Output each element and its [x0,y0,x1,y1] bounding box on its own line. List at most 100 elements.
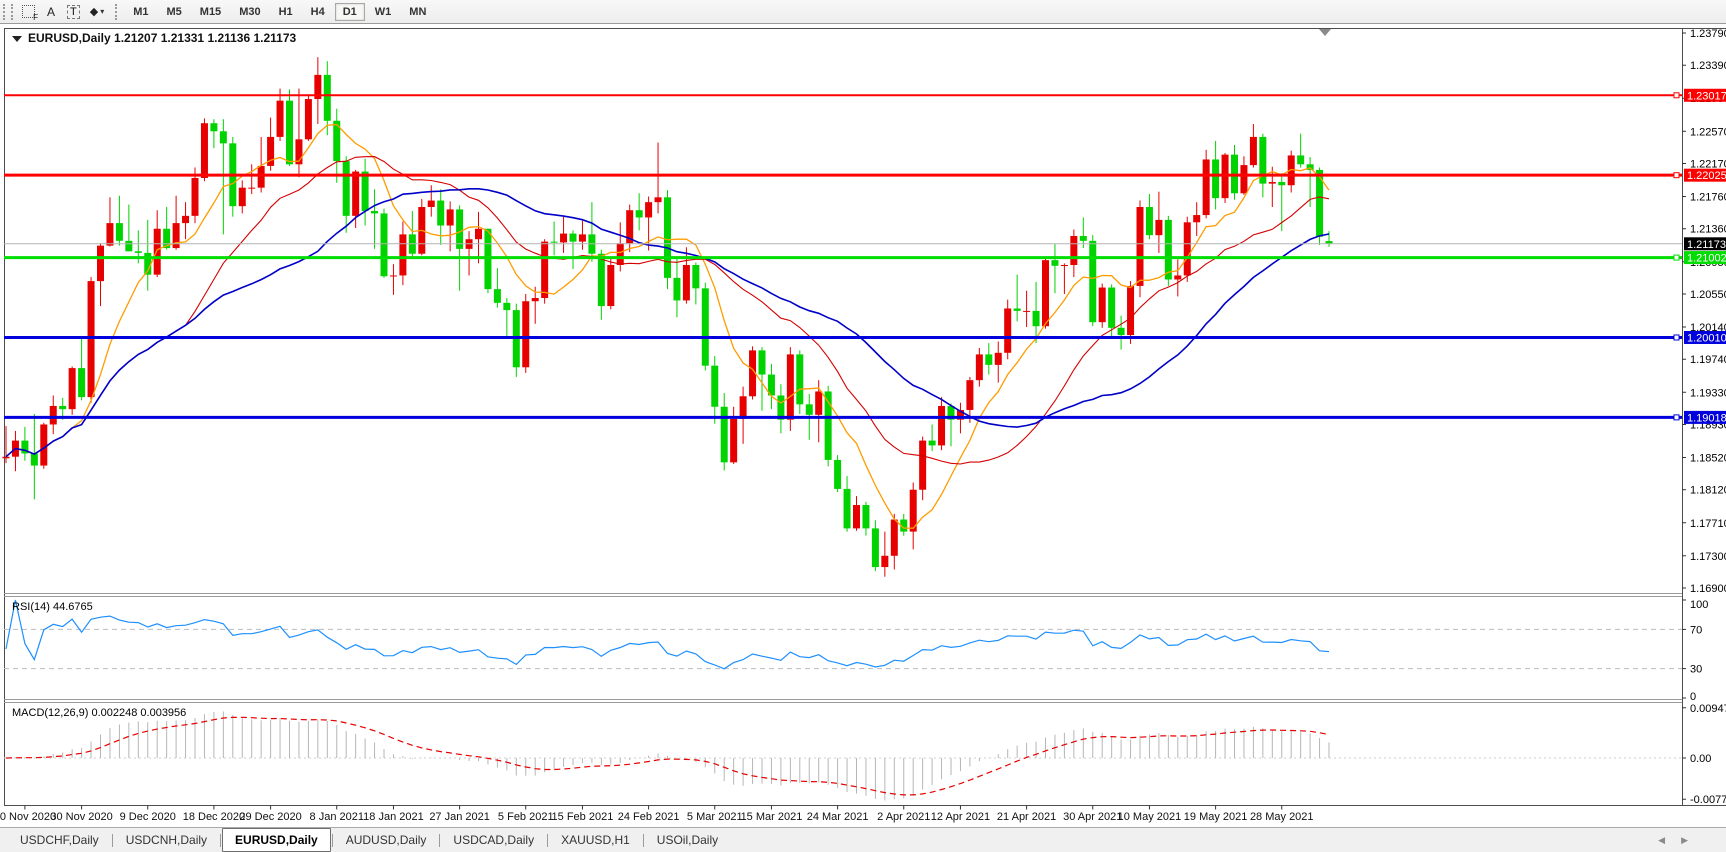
candle [219,131,227,144]
candle [938,405,946,446]
candle [144,252,152,275]
level-price-label: 1.19018 [1687,412,1726,424]
candle [1136,206,1144,286]
candle [834,459,842,489]
timeframe-button-mn[interactable]: MN [401,3,434,21]
price-axis: 1.237901.233901.229801.225701.221701.217… [1682,28,1726,595]
candle [550,241,558,243]
candle [730,418,738,463]
level-price-label-box [1684,251,1726,265]
date-tick-label: 24 Feb 2021 [618,811,680,823]
price-tick-label: 1.23390 [1690,60,1726,72]
tab-separator [331,833,333,847]
text-label-icon[interactable]: T [62,2,85,21]
timeframe-button-m5[interactable]: M5 [159,3,190,21]
timeframe-button-w1[interactable]: W1 [367,3,400,21]
candle [1259,136,1267,184]
tab-scroll-nav: ◀ ▶ [1658,828,1688,852]
rsi-tick-label: 100 [1690,599,1708,611]
candle [427,200,435,207]
timeframe-button-h1[interactable]: H1 [271,3,301,21]
hline-anchor[interactable] [1673,172,1680,179]
candle [1070,235,1078,265]
hline-anchor[interactable] [1673,254,1680,261]
candle [389,275,397,277]
hline-anchor[interactable] [1673,414,1680,421]
price-tick-label: 1.16900 [1690,583,1726,595]
candle [191,177,199,216]
candle [1023,310,1031,312]
symbol-tab-usdcad[interactable]: USDCAD,Daily [453,833,535,847]
candle [1325,241,1333,244]
date-tick-label: 21 Apr 2021 [997,811,1056,823]
candle [871,528,879,568]
candle [361,171,369,212]
candle [446,209,454,226]
chart-shift-marker[interactable] [1319,29,1331,36]
macd-histogram [14,711,1330,801]
candle [758,350,766,375]
candle [437,200,445,226]
candle [304,99,312,140]
date-tick-label: 8 Jan 2021 [310,811,364,823]
candle [909,489,917,532]
toolbar-grip[interactable] [3,3,13,20]
candle [1287,155,1295,186]
symbol-tab-audusd[interactable]: AUDUSD,Daily [345,833,427,847]
date-tick-label: 12 Apr 2021 [931,811,990,823]
candle [692,264,700,289]
candle [1212,159,1220,199]
symbol-tab-usoil[interactable]: USOil,Daily [656,833,719,847]
candle [1278,182,1286,186]
tabs-scroll-left-icon[interactable]: ◀ [1658,834,1666,845]
candle [172,223,180,249]
chart-title: EURUSD,Daily 1.21207 1.21331 1.21136 1.2… [12,31,297,45]
symbol-tab-usdcnh[interactable]: USDCNH,Daily [125,833,208,847]
candle [456,209,464,249]
candle [1117,327,1125,336]
timeframe-button-d1[interactable]: D1 [334,3,365,21]
toolbar-separator [115,3,118,20]
ma-slow-line [5,188,1330,458]
symbol-tab-xauusd[interactable]: XAUUSD,H1 [561,833,630,847]
tabs-scroll-right-icon[interactable]: ▶ [1681,834,1688,845]
symbol-tab-eurusd[interactable]: EURUSD,Daily [222,828,331,852]
candle [1042,260,1049,327]
candle [975,354,983,381]
arrows-tool-icon[interactable]: ◆ ▾ [85,2,109,21]
tab-separator [220,833,222,847]
timeframe-button-h4[interactable]: H4 [303,3,333,21]
timeframe-button-m1[interactable]: M1 [125,3,156,21]
font-a-icon[interactable]: A [40,2,62,21]
candle [777,395,785,420]
timeframe-button-m15[interactable]: M15 [192,3,229,21]
price-tick-label: 1.18120 [1690,485,1726,497]
hline-anchor[interactable] [1673,334,1680,341]
candle [796,354,804,405]
candle [862,505,870,529]
candle [1202,159,1210,216]
symbol-dropdown-icon[interactable] [12,36,22,42]
candle [749,350,757,397]
symbol-tab-usdchf[interactable]: USDCHF,Daily [20,833,99,847]
hline-anchor[interactable] [1673,92,1680,99]
price-tick-label: 1.21760 [1690,192,1726,204]
rsi-tick-label: 0 [1690,691,1696,703]
price-tick-label: 1.22570 [1690,126,1726,138]
date-tick-label: 19 May 2021 [1184,811,1248,823]
candle [59,405,67,410]
candle [1051,260,1059,266]
candle [257,165,265,188]
candle [182,215,190,224]
candle [115,223,123,241]
price-tick-label: 1.19740 [1690,354,1726,366]
candle [49,405,57,425]
level-price-label: 1.23017 [1687,90,1726,102]
indicators-grid-icon[interactable]: F [17,2,40,22]
timeframe-button-m30[interactable]: M30 [231,3,268,21]
candle [333,120,341,162]
date-tick-label: 24 Mar 2021 [807,811,869,823]
date-tick-label: 15 Mar 2021 [741,811,803,823]
price-tick-label: 1.23790 [1690,28,1726,40]
